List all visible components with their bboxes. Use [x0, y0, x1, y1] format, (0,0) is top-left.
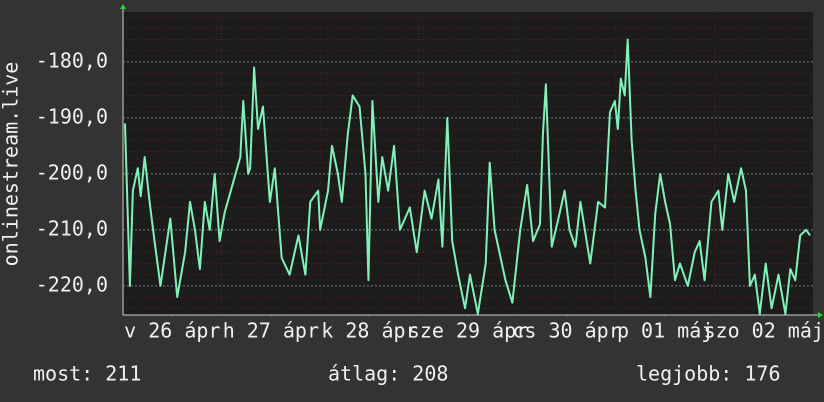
x-tick-label: k 28 ápr: [321, 319, 417, 343]
footer-stat: átlag: 208: [328, 362, 448, 386]
axis-arrow: [818, 312, 823, 318]
x-tick-label: cs 30 ápr: [512, 319, 620, 343]
y-tick-label: -220,0: [36, 272, 108, 296]
x-tick-label: szo 02 máj: [704, 319, 824, 343]
footer-stat: most: 211: [33, 362, 141, 386]
axis-arrow: [120, 4, 126, 9]
footer-stat: legjobb: 176: [636, 362, 781, 386]
x-tick-label: v 26 ápr: [124, 319, 220, 343]
y-tick-label: -200,0: [36, 160, 108, 184]
y-tick-label: -190,0: [36, 104, 108, 128]
x-tick-label: p 01 máj: [617, 319, 713, 343]
y-axis-label: onlinestream.live: [0, 62, 23, 267]
data-line: [123, 38, 811, 315]
plot-area: [123, 12, 813, 315]
y-tick-label: -180,0: [36, 48, 108, 72]
y-tick-label: -210,0: [36, 216, 108, 240]
x-tick-label: sze 29 ápr: [408, 319, 528, 343]
x-tick-label: h 27 ápr: [223, 319, 319, 343]
